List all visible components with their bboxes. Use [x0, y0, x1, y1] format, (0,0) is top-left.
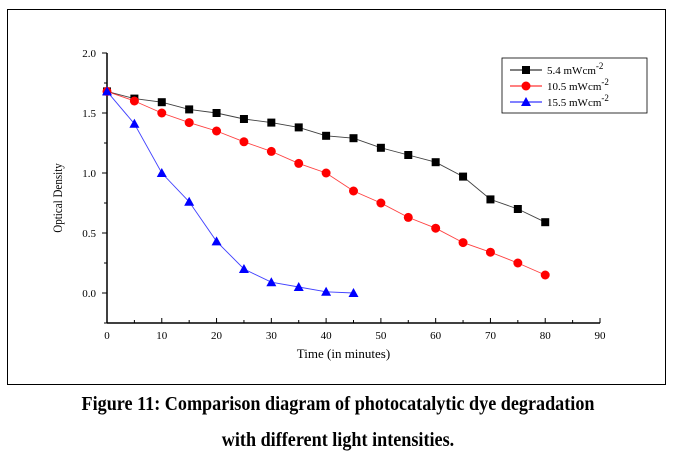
legend-marker-1 [521, 81, 531, 91]
data-point-1 [376, 198, 386, 208]
chart: 0 10 20 30 40 50 60 70 80 90 0.0 0.5 1.0 1.5 2.0 Time (… [50, 48, 648, 361]
y-axis-label: Optical Density [50, 163, 65, 233]
y-tick-label: 1.5 [82, 108, 96, 120]
data-point-0 [322, 131, 331, 140]
data-point-1 [294, 158, 304, 168]
series-line-1 [106, 90, 546, 276]
data-point-2 [348, 288, 359, 297]
x-tick-label: 90 [595, 330, 607, 342]
data-point-0 [239, 115, 248, 123]
data-point-1 [403, 212, 413, 222]
data-point-1 [129, 96, 139, 106]
data-point-1 [431, 223, 441, 233]
figure-caption-line2: with different light intensities. [221, 430, 455, 451]
data-point-2 [266, 277, 277, 287]
figure-frame [7, 9, 666, 385]
figure-caption-line1: Figure 11: Comparison diagram of photoca… [81, 394, 595, 415]
y-tick-label: 1.0 [82, 168, 96, 180]
data-point-2 [156, 168, 167, 177]
legend-label-2: 15.5 mWcm-2 [547, 93, 609, 109]
data-point-0 [157, 98, 166, 107]
data-point-2 [129, 118, 140, 128]
x-tick-label: 50 [375, 330, 387, 342]
data-point-0 [294, 123, 303, 132]
series-line-0 [106, 90, 546, 223]
x-tick-label: 30 [266, 330, 278, 342]
data-point-2 [293, 282, 304, 291]
data-point-0 [486, 195, 495, 204]
legend-superscript: -2 [601, 77, 609, 87]
data-point-0 [212, 109, 221, 117]
data-point-1 [157, 108, 167, 118]
data-point-0 [349, 134, 358, 143]
x-tick-label: 70 [485, 330, 497, 342]
legend-marker-0 [522, 66, 530, 74]
data-point-1 [458, 238, 468, 248]
data-point-1 [212, 126, 222, 136]
data-point-1 [349, 186, 358, 196]
data-point-1 [485, 247, 495, 257]
legend-label-1: 10.5 mWcm-2 [547, 77, 609, 93]
data-point-2 [211, 236, 222, 246]
legend-marker-2 [521, 97, 531, 106]
x-tick-label: 80 [540, 330, 552, 342]
x-tick-label: 0 [104, 330, 110, 342]
data-point-0 [513, 205, 522, 213]
x-axis-label: Time (in minutes) [297, 346, 390, 361]
data-point-1 [266, 146, 276, 156]
data-point-1 [513, 258, 523, 268]
x-tick-label: 40 [321, 330, 333, 342]
y-tick-label: 2.0 [82, 48, 96, 60]
legend-superscript: -2 [596, 61, 604, 71]
data-point-0 [459, 172, 468, 181]
data-point-2 [238, 264, 249, 273]
data-point-1 [321, 168, 331, 178]
data-point-0 [541, 218, 550, 227]
y-tick-label: 0.5 [82, 228, 96, 240]
data-point-0 [267, 118, 276, 127]
x-tick-label: 20 [211, 330, 223, 342]
data-point-0 [185, 105, 194, 114]
legend-label-0: 5.4 mWcm-2 [547, 61, 603, 77]
data-point-0 [376, 143, 385, 152]
data-point-1 [184, 118, 194, 128]
data-point-0 [431, 158, 440, 167]
y-tick-label: 0.0 [82, 288, 96, 300]
legend-superscript: -2 [601, 93, 609, 103]
data-point-2 [321, 286, 332, 296]
data-point-0 [404, 151, 413, 159]
series-line-2 [106, 91, 354, 294]
data-point-2 [184, 196, 195, 206]
data-point-1 [540, 270, 550, 280]
x-tick-label: 60 [430, 330, 442, 342]
x-tick-label: 10 [156, 330, 168, 342]
data-point-1 [239, 137, 249, 147]
data-point-2 [102, 86, 112, 96]
